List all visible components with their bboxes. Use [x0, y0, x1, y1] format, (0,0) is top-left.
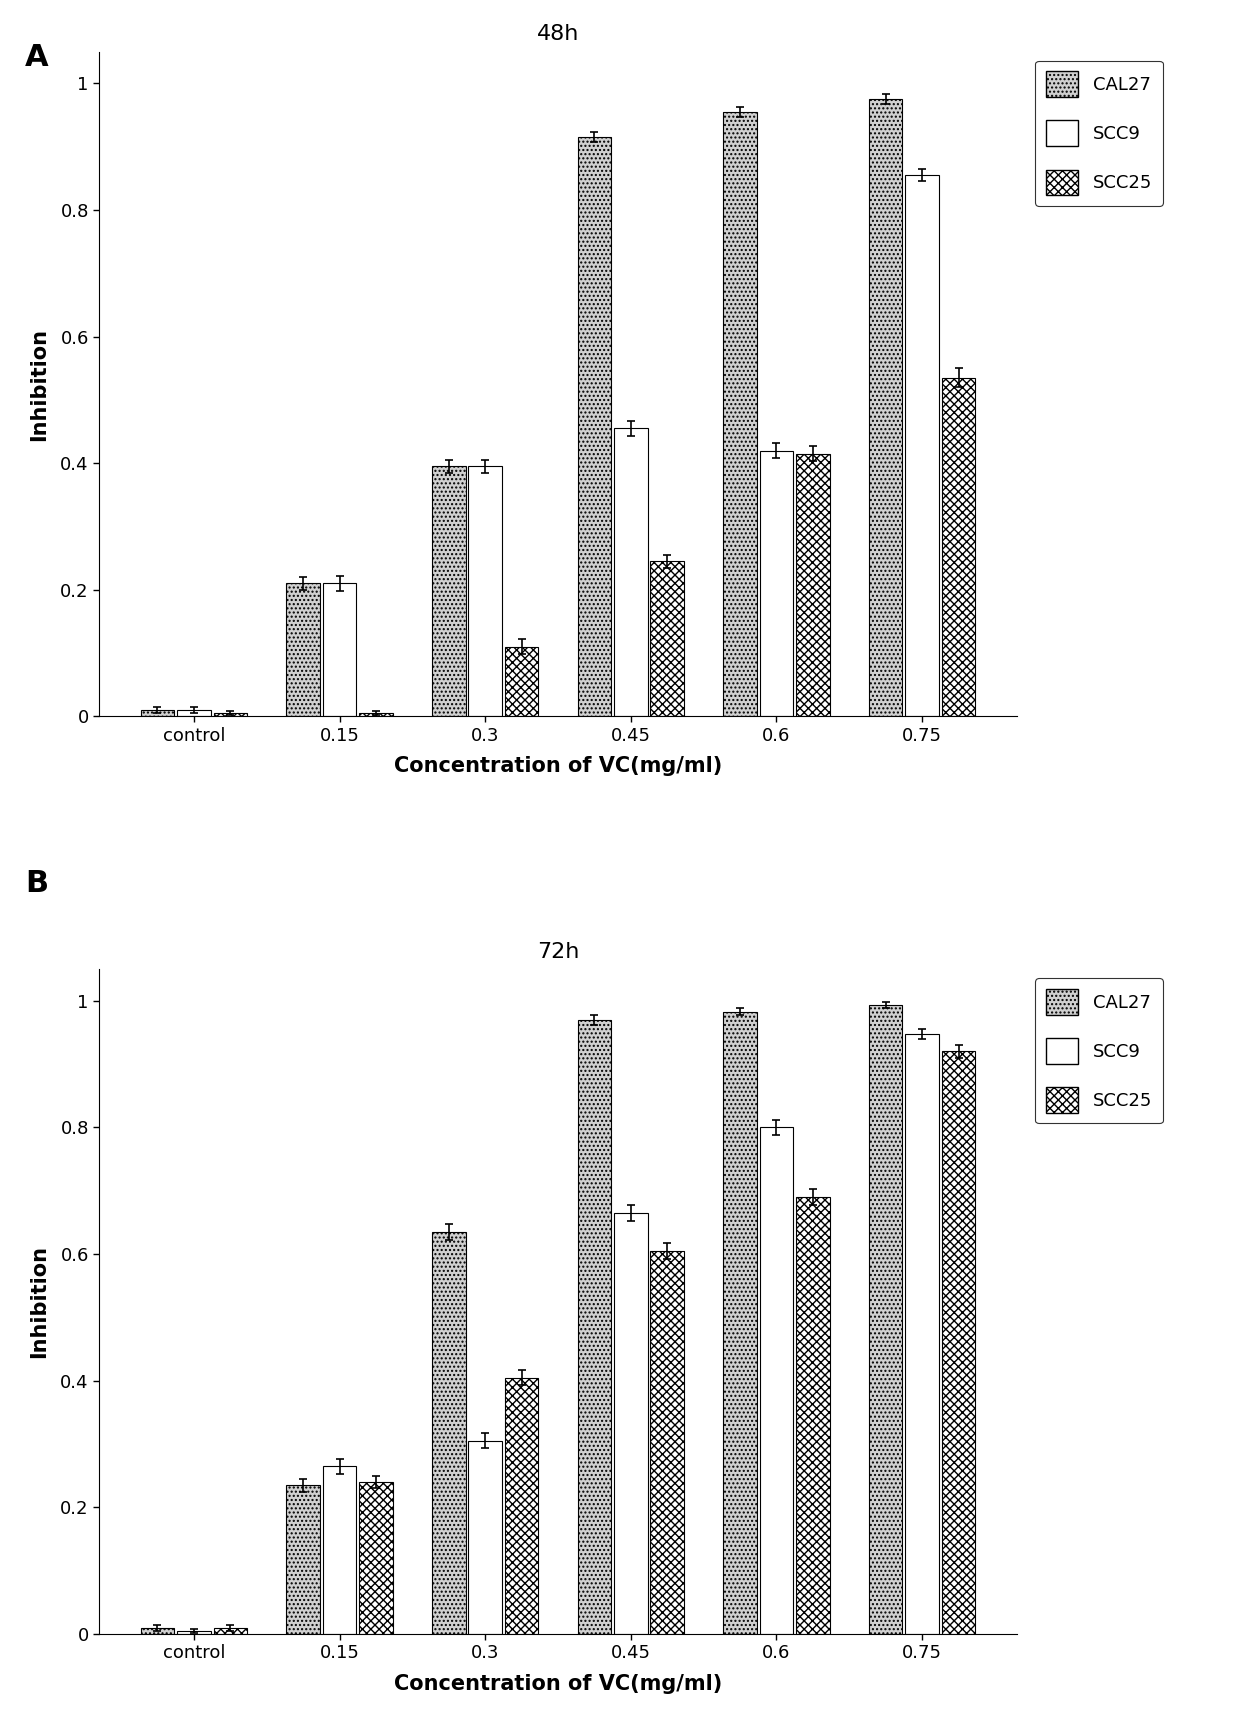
Bar: [505, 1378, 538, 1634]
Y-axis label: Inhibition: Inhibition: [30, 1245, 50, 1359]
Legend: CAL27, SCC9, SCC25: CAL27, SCC9, SCC25: [1035, 60, 1163, 206]
Bar: [905, 1034, 939, 1634]
Bar: [213, 714, 247, 717]
Bar: [760, 451, 794, 717]
Title: 48h: 48h: [537, 24, 579, 45]
Bar: [177, 1631, 211, 1634]
Bar: [614, 1213, 647, 1634]
X-axis label: Concentration of VC(mg/ml): Concentration of VC(mg/ml): [394, 757, 722, 776]
Bar: [469, 466, 502, 717]
Bar: [942, 378, 976, 717]
Bar: [140, 710, 174, 717]
Bar: [322, 583, 356, 717]
Bar: [869, 1004, 903, 1634]
Legend: CAL27, SCC9, SCC25: CAL27, SCC9, SCC25: [1035, 979, 1163, 1123]
Bar: [140, 1627, 174, 1634]
Bar: [578, 138, 611, 717]
Bar: [869, 100, 903, 717]
Text: A: A: [25, 43, 48, 72]
Bar: [723, 112, 756, 717]
Bar: [213, 1627, 247, 1634]
Bar: [760, 1127, 794, 1634]
Bar: [286, 583, 320, 717]
Bar: [651, 561, 684, 717]
X-axis label: Concentration of VC(mg/ml): Concentration of VC(mg/ml): [394, 1674, 722, 1694]
Bar: [651, 1250, 684, 1634]
Bar: [286, 1484, 320, 1634]
Bar: [432, 466, 465, 717]
Bar: [796, 454, 830, 717]
Bar: [796, 1197, 830, 1634]
Bar: [905, 175, 939, 717]
Bar: [469, 1441, 502, 1634]
Bar: [942, 1051, 976, 1634]
Text: B: B: [25, 869, 48, 898]
Bar: [578, 1020, 611, 1634]
Y-axis label: Inhibition: Inhibition: [30, 327, 50, 440]
Title: 72h: 72h: [537, 943, 579, 961]
Bar: [177, 710, 211, 717]
Bar: [614, 428, 647, 717]
Bar: [360, 714, 393, 717]
Bar: [723, 1011, 756, 1634]
Bar: [322, 1465, 356, 1634]
Bar: [505, 647, 538, 717]
Bar: [432, 1232, 465, 1634]
Bar: [360, 1483, 393, 1634]
